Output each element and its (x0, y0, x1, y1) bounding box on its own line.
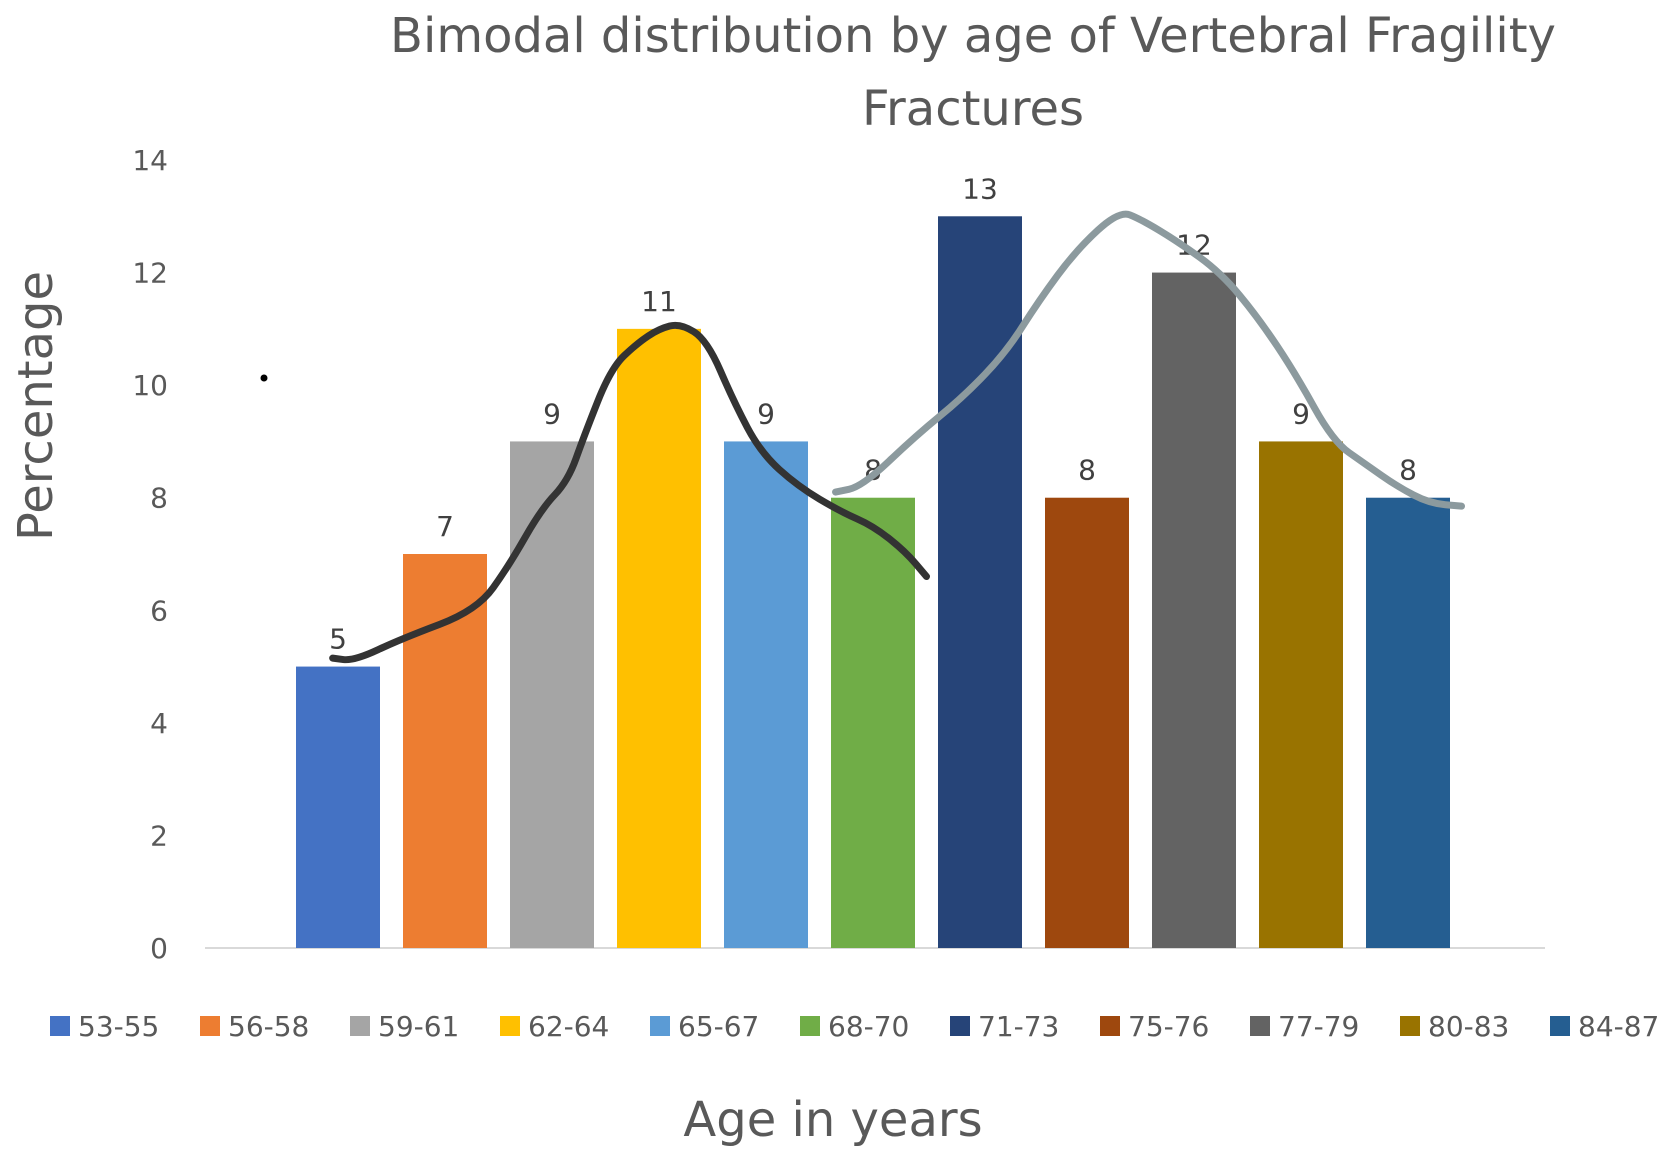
legend-item-80-83: 80-83 (1400, 1010, 1509, 1043)
legend-label: 59-61 (378, 1010, 459, 1043)
bar-77-79 (1152, 272, 1236, 949)
data-label-53-55: 5 (329, 623, 347, 656)
bar-65-67 (724, 441, 808, 948)
stray-dot (260, 374, 268, 382)
legend-swatch (650, 1016, 670, 1036)
data-label-65-67: 9 (757, 397, 775, 430)
bars (296, 216, 1450, 949)
legend-item-59-61: 59-61 (350, 1010, 459, 1043)
legend-swatch (1250, 1016, 1270, 1036)
bar-62-64 (617, 328, 701, 948)
data-label-62-64: 11 (641, 285, 677, 318)
bar-53-55 (296, 666, 380, 948)
legend-item-68-70: 68-70 (800, 1010, 909, 1043)
data-label-59-61: 9 (543, 397, 561, 430)
hand-drawn-curve-1 (329, 321, 930, 664)
legend-swatch (350, 1016, 370, 1036)
bar-80-83 (1259, 441, 1343, 948)
legend-swatch (1400, 1016, 1420, 1036)
data-label-75-76: 8 (1078, 454, 1096, 487)
legend-item-71-73: 71-73 (950, 1010, 1059, 1043)
y-tick-label: 0 (150, 932, 168, 965)
y-tick-label: 10 (132, 369, 168, 402)
legend-item-75-76: 75-76 (1100, 1010, 1209, 1043)
legend-swatch (1550, 1016, 1570, 1036)
y-tick-label: 4 (150, 707, 168, 740)
bar-56-58 (403, 554, 487, 948)
y-tick-label: 14 (132, 144, 168, 177)
legend-label: 65-67 (678, 1010, 759, 1043)
legend-swatch (800, 1016, 820, 1036)
legend-item-84-87: 84-87 (1550, 1010, 1659, 1043)
annotations (329, 210, 1465, 664)
legend-swatch (500, 1016, 520, 1036)
data-label-80-83: 9 (1292, 397, 1310, 430)
y-tick-label: 6 (150, 594, 168, 627)
chart-title: Bimodal distribution by age of Vertebral… (390, 8, 1556, 137)
y-axis-ticks: 0 2 4 6 8 10 12 14 (132, 144, 168, 965)
legend-label: 62-64 (528, 1010, 609, 1043)
x-axis-title: Age in years (683, 1092, 982, 1148)
bar-84-87 (1366, 497, 1450, 948)
bar-75-76 (1045, 497, 1129, 948)
legend-label: 77-79 (1278, 1010, 1359, 1043)
legend-item-77-79: 77-79 (1250, 1010, 1359, 1043)
legend-swatch (1100, 1016, 1120, 1036)
legend-item-56-58: 56-58 (200, 1010, 309, 1043)
legend-swatch (50, 1016, 70, 1036)
hand-drawn-curve-2 (832, 210, 1465, 510)
legend-item-65-67: 65-67 (650, 1010, 759, 1043)
legend: 53-55 56-58 59-61 62-64 65-67 68-70 71-73 75-76… (50, 1010, 1659, 1043)
y-tick-label: 2 (150, 819, 168, 852)
data-label-56-58: 7 (436, 510, 454, 543)
y-axis-title: Percentage (8, 271, 64, 541)
legend-item-62-64: 62-64 (500, 1010, 609, 1043)
y-tick-label: 8 (150, 482, 168, 515)
legend-label: 53-55 (78, 1010, 159, 1043)
legend-label: 71-73 (978, 1010, 1059, 1043)
data-label-84-87: 8 (1399, 454, 1417, 487)
legend-label: 56-58 (228, 1010, 309, 1043)
bar-71-73 (938, 216, 1022, 949)
legend-label: 84-87 (1578, 1010, 1659, 1043)
legend-label: 68-70 (828, 1010, 909, 1043)
bar-59-61 (510, 441, 594, 948)
legend-swatch (200, 1016, 220, 1036)
legend-label: 75-76 (1128, 1010, 1209, 1043)
chart-title-line-1: Bimodal distribution by age of Vertebral… (390, 8, 1556, 64)
legend-swatch (950, 1016, 970, 1036)
legend-label: 80-83 (1428, 1010, 1509, 1043)
bar-68-70 (831, 497, 915, 948)
data-label-71-73: 13 (962, 172, 998, 205)
legend-item-53-55: 53-55 (50, 1010, 159, 1043)
y-tick-label: 12 (132, 257, 168, 290)
chart-title-line-2: Fractures (862, 81, 1084, 137)
